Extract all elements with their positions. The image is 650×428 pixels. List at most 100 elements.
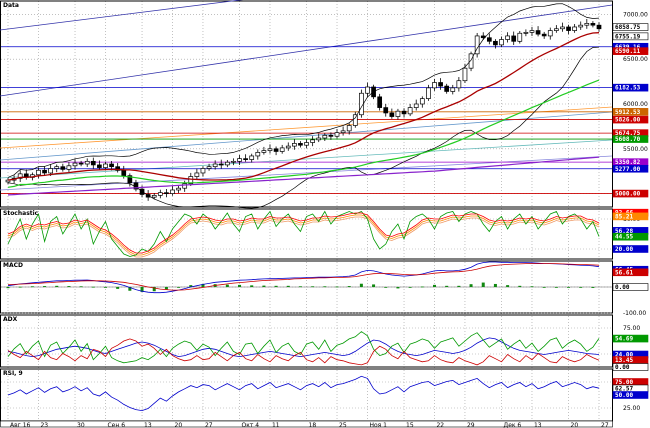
value-tag: 6182.53: [612, 83, 649, 92]
macd-histogram-bar: [567, 287, 571, 288]
x-axis: Авг 16 23 30 Сен 6 13 20 27 Окт 4 11 18 25 Ноя 1 15 2…: [0, 420, 613, 428]
candle-body: [273, 148, 279, 152]
macd-histogram-bar: [493, 283, 497, 287]
x-axis-frame: [0, 420, 613, 428]
panel-title: Data: [3, 2, 19, 9]
candle-body: [109, 163, 114, 168]
value-tag-box: [612, 232, 649, 241]
macd-histogram-bar: [116, 287, 120, 289]
panel-frame: [0, 208, 613, 260]
value-tag-box: [612, 108, 649, 116]
candle-body: [66, 165, 72, 170]
macd-histogram-bar: [286, 285, 290, 287]
x-tick-label: 25: [339, 422, 347, 428]
candle-body: [54, 166, 60, 169]
panel-title: Stochastic: [3, 210, 39, 217]
value-tag: 44.55: [612, 232, 649, 241]
candle-body: [310, 139, 315, 143]
value-tag-label: 5674.75: [615, 130, 641, 137]
value-tag-label: 50.00: [615, 392, 633, 399]
candle-body: [450, 87, 456, 92]
candle-body: [486, 37, 492, 42]
series-line-macd: [7, 261, 600, 294]
candle-body: [36, 169, 41, 176]
value-tag: 5912.53: [612, 108, 649, 116]
macd-histogram-bar: [250, 285, 254, 287]
stochastic-smoothed-line: [7, 214, 600, 256]
value-tag-box: [612, 115, 649, 124]
value-tag-label: 20.00: [615, 246, 633, 253]
candle-body: [84, 160, 90, 165]
value-tag: 5826.00: [612, 115, 649, 124]
value-tag-label: 0.00: [615, 284, 630, 291]
macd-histogram-bar: [103, 287, 107, 288]
value-tag-label: 62.57: [615, 385, 633, 392]
x-tick-label: 13: [534, 422, 542, 428]
value-tag-box: [612, 135, 649, 143]
candle-body: [139, 188, 145, 195]
value-tag-box: [612, 363, 649, 371]
macd-histogram-bar: [372, 284, 376, 287]
y-tick-label: 7000.00: [623, 11, 648, 18]
candle-body: [560, 26, 565, 30]
macd-histogram-bar: [518, 285, 522, 287]
candle-body: [97, 164, 102, 168]
macd-histogram-bar: [201, 284, 205, 287]
candle-body: [511, 35, 517, 42]
x-tick-label: 22: [436, 422, 444, 428]
value-tag: 13.45: [612, 356, 649, 364]
candle-body: [389, 112, 395, 117]
candle-body: [261, 150, 267, 153]
value-tag-box: [612, 164, 649, 173]
candle-body: [523, 31, 529, 34]
candle-body: [78, 162, 84, 165]
macd-histogram-bar: [298, 286, 302, 288]
macd-histogram-bar: [591, 287, 595, 288]
macd-histogram-bar: [384, 287, 388, 288]
candle-body: [249, 155, 255, 160]
candle-body: [237, 158, 242, 162]
series-line-k: [7, 210, 600, 257]
macd-histogram-bar: [18, 286, 22, 288]
candle-body: [456, 80, 462, 89]
candle-body: [17, 173, 23, 179]
series-line-rsi: [7, 375, 600, 412]
value-tag: 20.00: [612, 245, 649, 253]
value-tag: 85.21: [612, 212, 649, 220]
panel-frame: [0, 314, 613, 368]
candle-body: [188, 176, 194, 185]
candle-body: [115, 166, 121, 171]
value-tag-box: [612, 47, 649, 55]
candle-body: [462, 67, 468, 82]
candle-body: [298, 143, 303, 146]
candle-body: [151, 195, 157, 198]
moving-average-20: [7, 32, 600, 181]
candle-body: [413, 103, 419, 108]
candle-body: [170, 189, 175, 194]
macd-histogram-bar: [530, 286, 534, 288]
macd-histogram-bar: [238, 284, 242, 287]
candle-body: [499, 39, 504, 46]
candle-body: [48, 168, 53, 174]
vertical-gridlines: [7, 1, 600, 421]
macd-histogram-bar: [262, 285, 266, 287]
value-tag-label: 6590.11: [615, 48, 641, 55]
candle-body: [426, 87, 431, 99]
panel-frame: [0, 260, 613, 314]
candle-body: [541, 33, 547, 37]
macd-histogram-bar: [311, 286, 315, 288]
candle-body: [60, 166, 66, 170]
value-tag-box: [612, 23, 649, 31]
candle-body: [292, 143, 297, 147]
macd-histogram-bar: [579, 287, 583, 288]
macd-histogram-bar: [359, 283, 363, 287]
trend-line: [0, 139, 613, 179]
candle-body: [566, 26, 571, 31]
value-tag-label: 6182.53: [615, 85, 641, 92]
macd-histogram-bar: [432, 284, 436, 287]
macd-histogram-bar: [91, 286, 95, 288]
macd-histogram-bar: [6, 287, 10, 289]
x-tick-label: 15: [406, 422, 414, 428]
value-tag: 0.00: [612, 363, 649, 371]
candle-body: [493, 40, 498, 46]
